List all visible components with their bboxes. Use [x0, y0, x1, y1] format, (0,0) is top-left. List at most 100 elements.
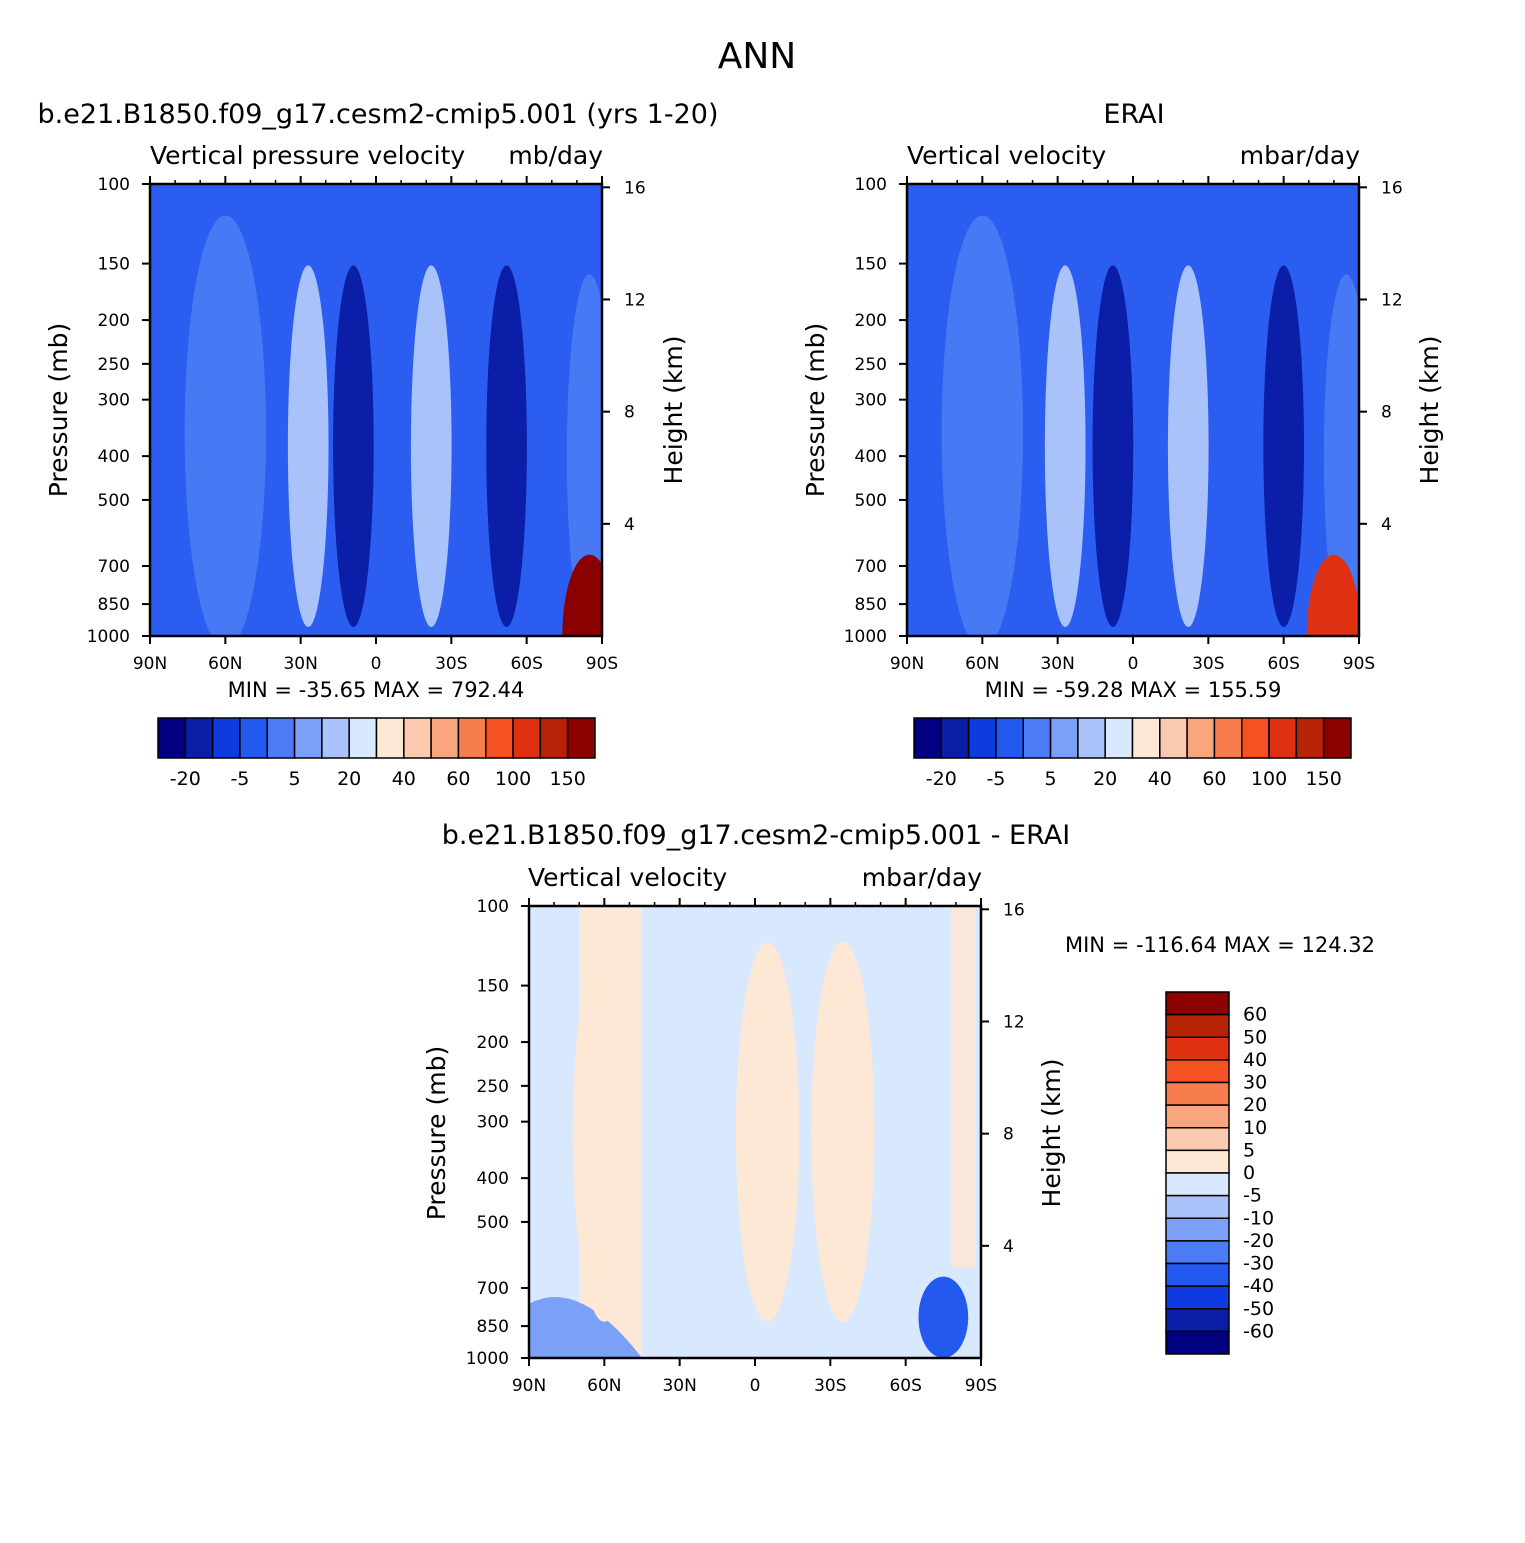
field-feature [411, 265, 452, 627]
x-tick-label: 90S [586, 654, 618, 674]
x-tick-label: 90N [133, 654, 167, 674]
field-feature [1093, 265, 1134, 627]
colorbar-swatch [1166, 1264, 1229, 1287]
panel3-title: b.e21.B1850.f09_g17.cesm2-cmip5.001 - ER… [442, 820, 1070, 851]
y-tick-label: 300 [477, 1113, 509, 1133]
field-feature [1263, 265, 1304, 627]
colorbar-label: 100 [495, 768, 531, 790]
colorbar-swatch [1166, 1196, 1229, 1219]
x-tick-label: 0 [371, 654, 382, 674]
x-tick-label: 30N [1040, 654, 1074, 674]
colorbar-swatch [1166, 1083, 1229, 1106]
colorbar-swatch [1166, 1150, 1229, 1173]
y-tick-label: 700 [855, 557, 887, 577]
colorbar-swatch [1166, 992, 1229, 1015]
colorbar-label: 50 [1243, 1026, 1267, 1048]
field-feature [573, 942, 636, 1322]
colorbar-swatch [1051, 718, 1078, 758]
y-tick-label: 300 [98, 391, 130, 411]
colorbar-swatch [1166, 1286, 1229, 1309]
y-tick-label: 200 [98, 311, 130, 331]
y-tick-label: 700 [477, 1279, 509, 1299]
y-tick-label: 700 [98, 557, 130, 577]
field-feature [811, 942, 874, 1322]
colorbar-label: -20 [170, 768, 201, 790]
colorbar-swatch [404, 718, 431, 758]
panel1-units: mb/day [508, 141, 603, 170]
panel1-ylabel: Pressure (mb) [44, 323, 73, 497]
panel1-title: b.e21.B1850.f09_g17.cesm2-cmip5.001 (yrs… [37, 99, 718, 130]
colorbar-swatch [1166, 1128, 1229, 1151]
colorbar-swatch [1166, 1331, 1229, 1354]
x-tick-label: 60S [1267, 654, 1299, 674]
x-tick-label: 30N [283, 654, 317, 674]
colorbar-label: -10 [1243, 1207, 1274, 1229]
colorbar-swatch [431, 718, 458, 758]
colorbar-swatch [540, 718, 567, 758]
y-tick-label: 850 [477, 1317, 509, 1337]
page-title: ANN [718, 36, 797, 77]
x-tick-label: 90N [512, 1376, 546, 1396]
colorbar-swatch [377, 718, 404, 758]
colorbar-swatch [1166, 1037, 1229, 1060]
colorbar-label: 100 [1251, 768, 1287, 790]
colorbar-label: 60 [446, 768, 470, 790]
y-right-tick-label: 8 [624, 403, 635, 423]
colorbar-label: -5 [986, 768, 1005, 790]
colorbar-label: -40 [1243, 1275, 1274, 1297]
colorbar-label: 60 [1202, 768, 1226, 790]
y-right-tick-label: 12 [1381, 290, 1403, 310]
y-tick-label: 150 [855, 255, 887, 275]
y-right-tick-label: 12 [624, 290, 646, 310]
colorbar-label: 5 [1243, 1139, 1255, 1161]
y-right-tick-label: 16 [624, 178, 646, 198]
colorbar-label: -60 [1243, 1320, 1274, 1342]
colorbar-swatch [969, 718, 996, 758]
colorbar-label: 60 [1243, 1004, 1267, 1026]
field-feature [486, 265, 527, 627]
y-tick-label: 150 [477, 977, 509, 997]
colorbar-swatch [1269, 718, 1296, 758]
colorbar-swatch [213, 718, 240, 758]
colorbar-swatch [1324, 718, 1351, 758]
colorbar-swatch [295, 718, 322, 758]
colorbar-label: 150 [1306, 768, 1342, 790]
y-tick-label: 1000 [87, 627, 130, 647]
colorbar-swatch [1242, 718, 1269, 758]
field-feature [288, 265, 329, 627]
colorbar-swatch [1105, 718, 1132, 758]
colorbar-swatch [1166, 1015, 1229, 1038]
colorbar-swatch [1160, 718, 1187, 758]
colorbar-swatch [1133, 718, 1160, 758]
panel2-units: mbar/day [1240, 141, 1360, 170]
colorbar-label: -50 [1243, 1298, 1274, 1320]
panel2-variable: Vertical velocity [907, 141, 1106, 170]
colorbar-label: 5 [1045, 768, 1057, 790]
colorbar-label: 40 [1148, 768, 1172, 790]
colorbar-label: 20 [337, 768, 361, 790]
y-tick-label: 500 [477, 1213, 509, 1233]
y-tick-label: 1000 [466, 1349, 509, 1369]
x-tick-label: 30S [1192, 654, 1224, 674]
colorbar-label: -5 [1243, 1185, 1262, 1207]
colorbar-swatch [513, 718, 540, 758]
colorbar-label: -20 [1243, 1230, 1274, 1252]
x-tick-label: 60N [208, 654, 242, 674]
panel1-ylabel-right: Height (km) [659, 336, 688, 485]
y-tick-label: 100 [477, 897, 509, 917]
y-tick-label: 250 [855, 355, 887, 375]
colorbar-label: 150 [550, 768, 586, 790]
colorbar-swatch [996, 718, 1023, 758]
y-right-tick-label: 16 [1381, 178, 1403, 198]
x-tick-label: 90S [965, 1376, 997, 1396]
x-tick-label: 30N [662, 1376, 696, 1396]
colorbar-swatch [322, 718, 349, 758]
colorbar-swatch [914, 718, 941, 758]
panel2-title: ERAI [1103, 99, 1164, 130]
y-tick-label: 300 [855, 391, 887, 411]
field-feature [1045, 265, 1086, 627]
y-right-tick-label: 4 [1381, 515, 1392, 535]
x-tick-label: 30S [435, 654, 467, 674]
